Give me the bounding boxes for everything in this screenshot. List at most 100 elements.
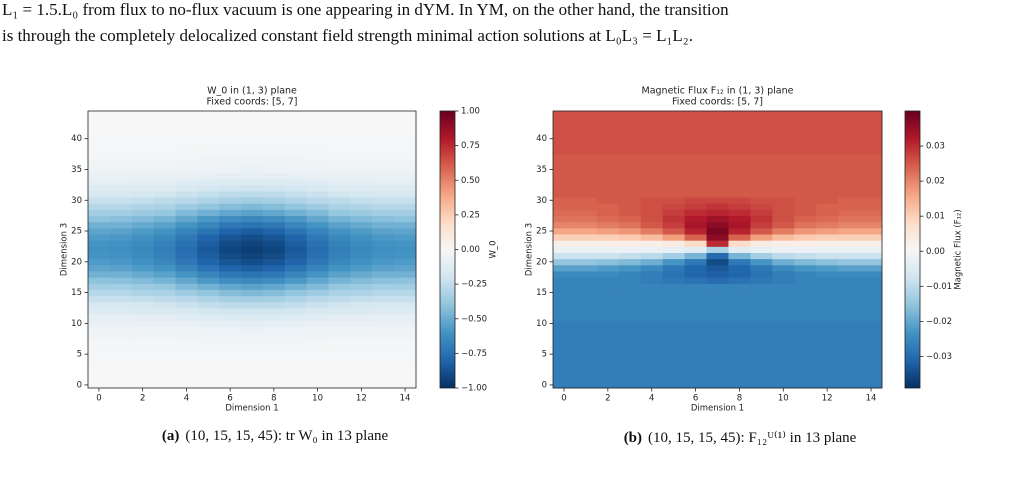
chart-title: W_0 in (1, 3) plane	[207, 86, 297, 97]
heatmap-cell	[640, 129, 664, 137]
heatmap-cell	[262, 240, 286, 247]
heatmap-cell	[284, 271, 308, 278]
heatmap-cell	[350, 215, 373, 223]
heatmap-cell	[706, 277, 729, 284]
heatmap-cell	[175, 381, 198, 389]
heatmap-cell	[394, 320, 417, 327]
heatmap-cell	[328, 326, 351, 333]
heatmap-cell	[328, 338, 351, 346]
heatmap-cell	[553, 277, 576, 284]
heatmap-cell	[372, 184, 395, 192]
heatmap-cell	[284, 375, 308, 383]
heatmap-cell	[816, 135, 839, 143]
heatmap-cell	[553, 252, 576, 260]
heatmap-cell	[219, 314, 242, 321]
heatmap-cell	[394, 338, 417, 346]
heatmap-cell	[241, 344, 264, 352]
heatmap-cell	[706, 320, 729, 327]
heatmap-cell	[772, 375, 795, 383]
heatmap-cell	[574, 178, 598, 186]
heatmap-cell	[750, 252, 773, 260]
heatmap-cell	[394, 221, 417, 229]
heatmap-cell	[131, 111, 154, 118]
heatmap-cell	[750, 117, 773, 124]
heatmap-cell	[394, 197, 417, 204]
y-tick-label: 40	[71, 134, 82, 144]
colorbar-tick-label: 0.03	[926, 142, 945, 152]
heatmap-cell	[175, 141, 198, 149]
heatmap-cell	[640, 381, 664, 389]
heatmap-cell	[175, 271, 198, 278]
heatmap-cell	[816, 363, 839, 370]
heatmap-cell	[306, 363, 329, 370]
heatmap-cell	[772, 240, 795, 247]
heatmap-cell	[328, 141, 351, 149]
heatmap-cell	[131, 264, 154, 272]
colorbar-tick-label: −0.75	[461, 349, 487, 359]
heatmap-cell	[816, 209, 839, 217]
heatmap-cell	[684, 258, 707, 266]
heatmap-cell	[838, 351, 861, 358]
heatmap-cell	[306, 111, 329, 118]
heatmap-cell	[574, 369, 598, 377]
heatmap-cell	[794, 289, 817, 297]
heatmap-cell	[350, 234, 373, 241]
heatmap-cell	[794, 227, 817, 235]
heatmap-cell	[860, 344, 883, 352]
heatmap-cell	[153, 289, 176, 297]
heatmap-cell	[350, 283, 373, 290]
heatmap-cell	[350, 154, 373, 161]
heatmap-cell	[394, 295, 417, 303]
heatmap-cell	[241, 289, 264, 297]
y-tick-label: 15	[71, 288, 82, 298]
heatmap-cell	[684, 154, 707, 161]
heatmap-cell	[153, 215, 176, 223]
heatmap-cell	[662, 111, 685, 118]
heatmap-cell	[794, 166, 817, 173]
heatmap-cell	[860, 246, 883, 253]
heatmap-cell	[574, 123, 598, 130]
heatmap-cell	[241, 320, 264, 327]
heatmap-cell	[618, 326, 642, 333]
heatmap-cell	[662, 117, 685, 124]
heatmap-cell	[816, 332, 839, 340]
heatmap-cell	[794, 234, 817, 241]
heatmap-cell	[574, 203, 598, 210]
heatmap-cell	[88, 178, 111, 186]
heatmap-cell	[838, 234, 861, 241]
heatmap-cell	[88, 227, 111, 235]
heatmap-cell	[750, 147, 773, 155]
heatmap-cell	[772, 221, 795, 229]
heatmap-cell	[394, 209, 417, 217]
heatmap-cell	[153, 264, 176, 272]
heatmap-cell	[284, 197, 308, 204]
heatmap-cell	[816, 172, 839, 180]
heatmap-cell	[750, 295, 773, 303]
heatmap-cell	[553, 326, 576, 333]
y-tick-label: 10	[536, 319, 547, 329]
heatmap-cell	[596, 246, 620, 253]
heatmap-cell	[662, 332, 685, 340]
heatmap-cell	[394, 264, 417, 272]
heatmap-cell	[706, 381, 729, 389]
heatmap-cell	[772, 307, 795, 315]
heatmap-cell	[306, 129, 329, 137]
heatmap-cell	[284, 160, 308, 167]
heatmap-cell	[684, 203, 707, 210]
heatmap-cell	[640, 240, 664, 247]
heatmap-cell	[838, 178, 861, 186]
heatmap-cell	[284, 301, 308, 309]
heatmap-cell	[284, 172, 308, 180]
heatmap-cell	[706, 172, 729, 180]
heatmap-cell	[241, 221, 264, 229]
heatmap-cell	[153, 172, 176, 180]
heatmap-cell	[728, 320, 751, 327]
heatmap-cell	[88, 357, 111, 364]
heatmap-cell	[750, 307, 773, 315]
heatmap-cell	[618, 141, 642, 149]
heatmap-cell	[306, 338, 329, 346]
heatmap-cell	[219, 258, 242, 266]
heatmap-cell	[219, 369, 242, 377]
heatmap-cell	[816, 203, 839, 210]
